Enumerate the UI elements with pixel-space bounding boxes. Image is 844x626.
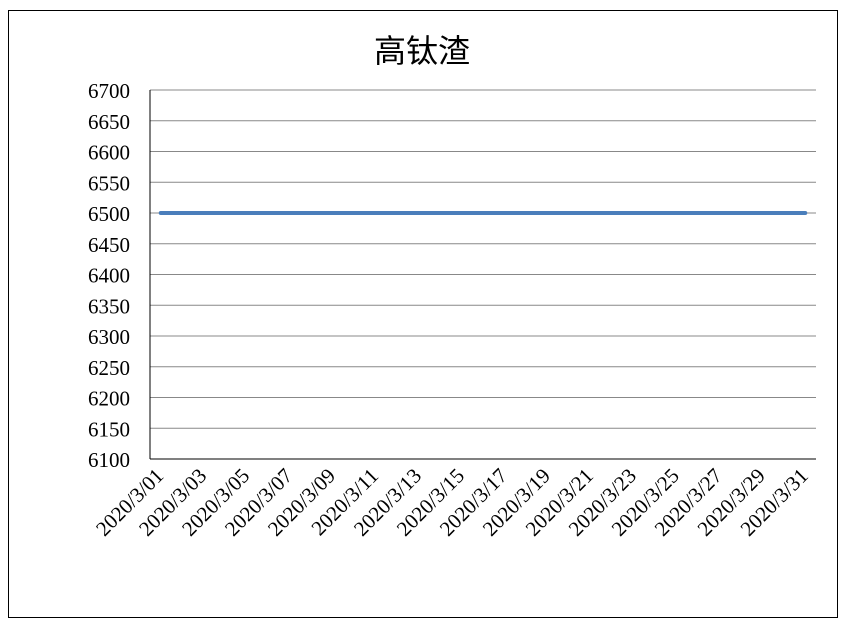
y-tick-label: 6450 xyxy=(88,233,130,257)
y-tick-label: 6150 xyxy=(88,417,130,441)
y-tick-label: 6500 xyxy=(88,202,130,226)
y-tick-label: 6100 xyxy=(88,448,130,472)
y-tick-label: 6600 xyxy=(88,141,130,165)
chart-title: 高钛渣 xyxy=(374,33,470,69)
y-tick-label: 6400 xyxy=(88,264,130,288)
y-tick-label: 6200 xyxy=(88,387,130,411)
y-tick-label: 6300 xyxy=(88,325,130,349)
y-tick-label: 6550 xyxy=(88,171,130,195)
y-tick-label: 6700 xyxy=(88,79,130,103)
y-tick-label: 6350 xyxy=(88,294,130,318)
y-tick-label: 6250 xyxy=(88,356,130,380)
y-tick-label: 6650 xyxy=(88,110,130,134)
chart-frame xyxy=(8,10,838,618)
